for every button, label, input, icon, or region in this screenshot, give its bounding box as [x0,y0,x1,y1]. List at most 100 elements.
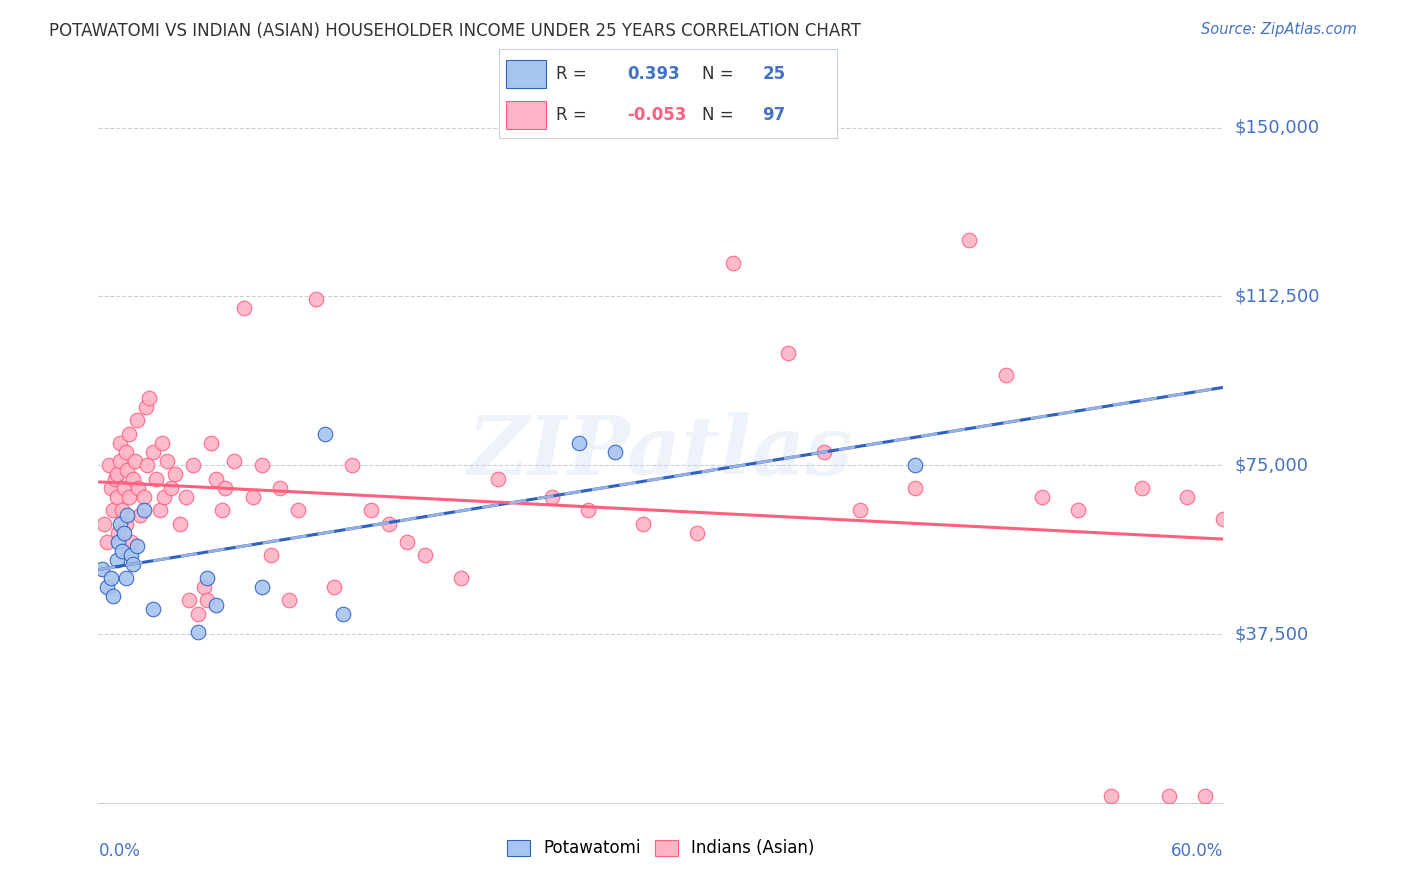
Point [169,516,191,531]
Text: $112,500: $112,500 [1234,287,1320,305]
Point [269,481,291,495]
Point [1067,503,1090,517]
Point [142,602,165,616]
Point [124,453,146,467]
Point [125,539,148,553]
Point [813,444,835,458]
Point [193,580,215,594]
Point [957,233,980,247]
Point [205,598,228,612]
Point [129,508,152,522]
Point [1099,789,1122,803]
Point [117,508,139,522]
Point [118,426,141,441]
Text: $75,000: $75,000 [1234,456,1309,475]
Point [287,503,309,517]
Point [260,548,283,562]
Point [450,571,472,585]
Point [160,481,183,495]
Point [200,435,222,450]
Point [107,525,129,540]
Point [108,516,131,531]
Point [250,580,273,594]
Point [100,481,122,495]
Text: N =: N = [702,106,738,124]
Point [122,472,145,486]
Point [114,516,136,531]
Point [904,458,927,473]
Point [111,503,134,517]
Point [486,472,509,486]
Point [211,503,233,517]
Text: ZIPatlas: ZIPatlas [468,412,853,491]
Point [205,472,228,486]
Point [576,503,599,517]
FancyBboxPatch shape [506,101,547,129]
Text: 0.0%: 0.0% [98,842,141,860]
Point [135,400,157,414]
Point [224,453,246,467]
Point [132,503,155,517]
Point [96,534,118,549]
Point [323,580,346,594]
Point [1194,789,1216,803]
Point [187,607,209,621]
Point [91,562,114,576]
Point [101,503,124,517]
Point [849,503,872,517]
Point [156,453,179,467]
Point [96,580,118,594]
Point [174,490,197,504]
Point [138,391,160,405]
Point [377,516,399,531]
Point [1031,490,1053,504]
Point [122,558,145,572]
Point [163,467,186,482]
Point [111,543,134,558]
Text: 25: 25 [762,65,786,83]
Point [114,444,136,458]
Point [1212,512,1234,526]
Text: POTAWATOMI VS INDIAN (ASIAN) HOUSEHOLDER INCOME UNDER 25 YEARS CORRELATION CHART: POTAWATOMI VS INDIAN (ASIAN) HOUSEHOLDER… [49,22,860,40]
Point [195,593,218,607]
Point [105,490,128,504]
Point [1175,490,1198,504]
Point [277,593,299,607]
Point [105,553,128,567]
Point [120,534,142,549]
Point [1130,481,1153,495]
Text: $37,500: $37,500 [1234,625,1309,643]
Point [994,368,1017,383]
Point [605,444,627,458]
Point [305,292,328,306]
Point [150,435,173,450]
Text: -0.053: -0.053 [627,106,686,124]
Point [631,516,654,531]
Text: 97: 97 [762,106,786,124]
Point [127,481,149,495]
Point [104,472,127,486]
Point [98,458,121,473]
Point [187,624,209,639]
Text: 0.393: 0.393 [627,65,681,83]
Point [686,525,709,540]
Point [1157,789,1180,803]
Point [101,589,124,603]
Point [181,458,204,473]
Point [100,571,122,585]
Text: $150,000: $150,000 [1234,119,1319,136]
Point [105,467,128,482]
Text: N =: N = [702,65,738,83]
Point [332,607,354,621]
Point [195,571,218,585]
Point [112,481,135,495]
Point [125,413,148,427]
Point [117,463,139,477]
Point [118,490,141,504]
Point [776,345,799,359]
Point [108,453,131,467]
Point [136,458,159,473]
Point [360,503,382,517]
FancyBboxPatch shape [506,60,547,88]
Text: Source: ZipAtlas.com: Source: ZipAtlas.com [1201,22,1357,37]
